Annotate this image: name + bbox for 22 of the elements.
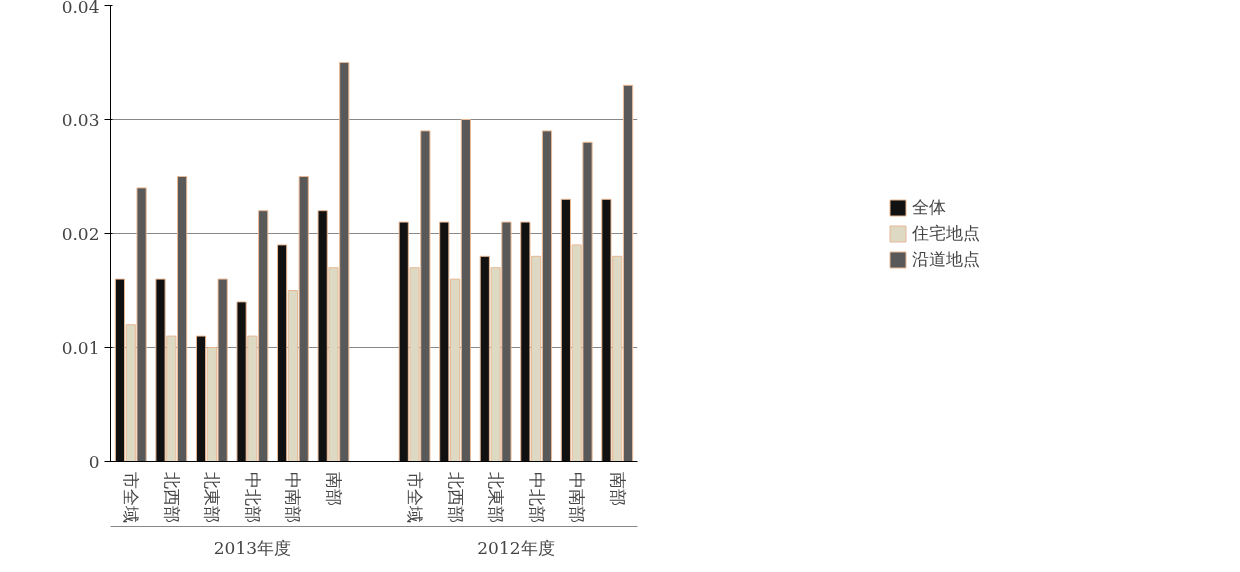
x-tick-label: 中北部 [526, 472, 546, 524]
legend-label: 全体 [912, 196, 946, 219]
x-tick-label: 中南部 [567, 472, 587, 524]
x-tick-label: 南部 [607, 472, 627, 507]
x-tick-label: 市全域 [405, 472, 425, 524]
y-tick-label: 0.02 [61, 223, 100, 244]
legend-label: 沿道地点 [912, 248, 980, 271]
x-tick-label: 中北部 [242, 472, 262, 524]
x-tick-label: 市全域 [121, 472, 141, 524]
legend-label: 住宅地点 [912, 222, 980, 245]
x-tick-label: 北東部 [202, 472, 222, 524]
y-tick-label: 0.03 [61, 109, 100, 130]
x-tick-label: 北東部 [486, 472, 506, 524]
text: 2012年度 [477, 537, 555, 558]
y-tick-label: 0.01 [61, 337, 100, 358]
x-tick-label: 北西部 [161, 472, 181, 524]
x-tick-label: 南部 [323, 472, 343, 507]
y-tick-label: 0.04 [61, 0, 100, 17]
y-tick-label: 0 [88, 451, 100, 472]
text: 2013年度 [213, 537, 292, 558]
x-tick-label: 北西部 [445, 472, 465, 524]
x-tick-label: 中南部 [283, 472, 303, 524]
